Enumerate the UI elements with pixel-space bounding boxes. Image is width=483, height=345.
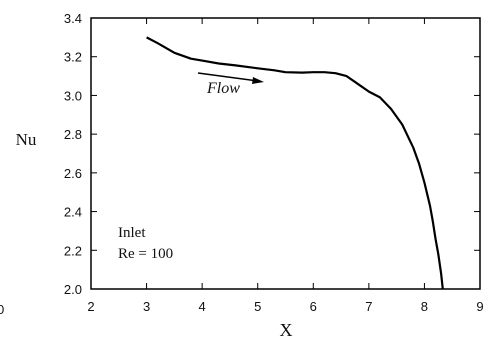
flow-arrow-head bbox=[252, 77, 264, 84]
x-tick-label: 7 bbox=[365, 299, 372, 314]
reynolds-annotation: Re = 100 bbox=[118, 246, 173, 262]
inlet-annotation: Inlet bbox=[118, 225, 146, 241]
flow-annotation: Flow bbox=[206, 80, 240, 97]
x-axis: 2 3 4 5 6 7 8 9 bbox=[87, 18, 483, 314]
x-tick-label: 6 bbox=[310, 299, 317, 314]
flow-arrow-shaft bbox=[197, 72, 259, 82]
y-tick-label: 2.4 bbox=[64, 205, 82, 220]
y-tick-label: 2.0 bbox=[64, 282, 82, 297]
series-line bbox=[146, 36, 444, 290]
x-tick-label: 2 bbox=[87, 299, 94, 314]
x-tick-label: 3 bbox=[143, 299, 150, 314]
y-axis-label: Nu bbox=[16, 130, 37, 149]
x-axis-label: X bbox=[280, 320, 293, 340]
y-tick-label: 3.2 bbox=[64, 50, 82, 65]
y-tick-label: 3.4 bbox=[64, 11, 82, 26]
x-tick-label: 9 bbox=[476, 299, 483, 314]
y-tick-label: 2.8 bbox=[64, 127, 82, 142]
y-tick-label: 3.0 bbox=[64, 88, 82, 103]
y-tick-label: 2.6 bbox=[64, 166, 82, 181]
series-layer bbox=[146, 36, 444, 290]
y-axis: 2.0 2.2 2.4 2.6 2.8 3.0 3.2 3.4 bbox=[64, 11, 480, 297]
left-edge-label: 0 bbox=[0, 302, 4, 317]
plot-frame bbox=[90, 17, 481, 290]
y-tick-label: 2.2 bbox=[64, 243, 82, 258]
x-tick-label: 4 bbox=[199, 299, 206, 314]
x-tick-label: 5 bbox=[254, 299, 261, 314]
x-tick-label: 8 bbox=[421, 299, 428, 314]
